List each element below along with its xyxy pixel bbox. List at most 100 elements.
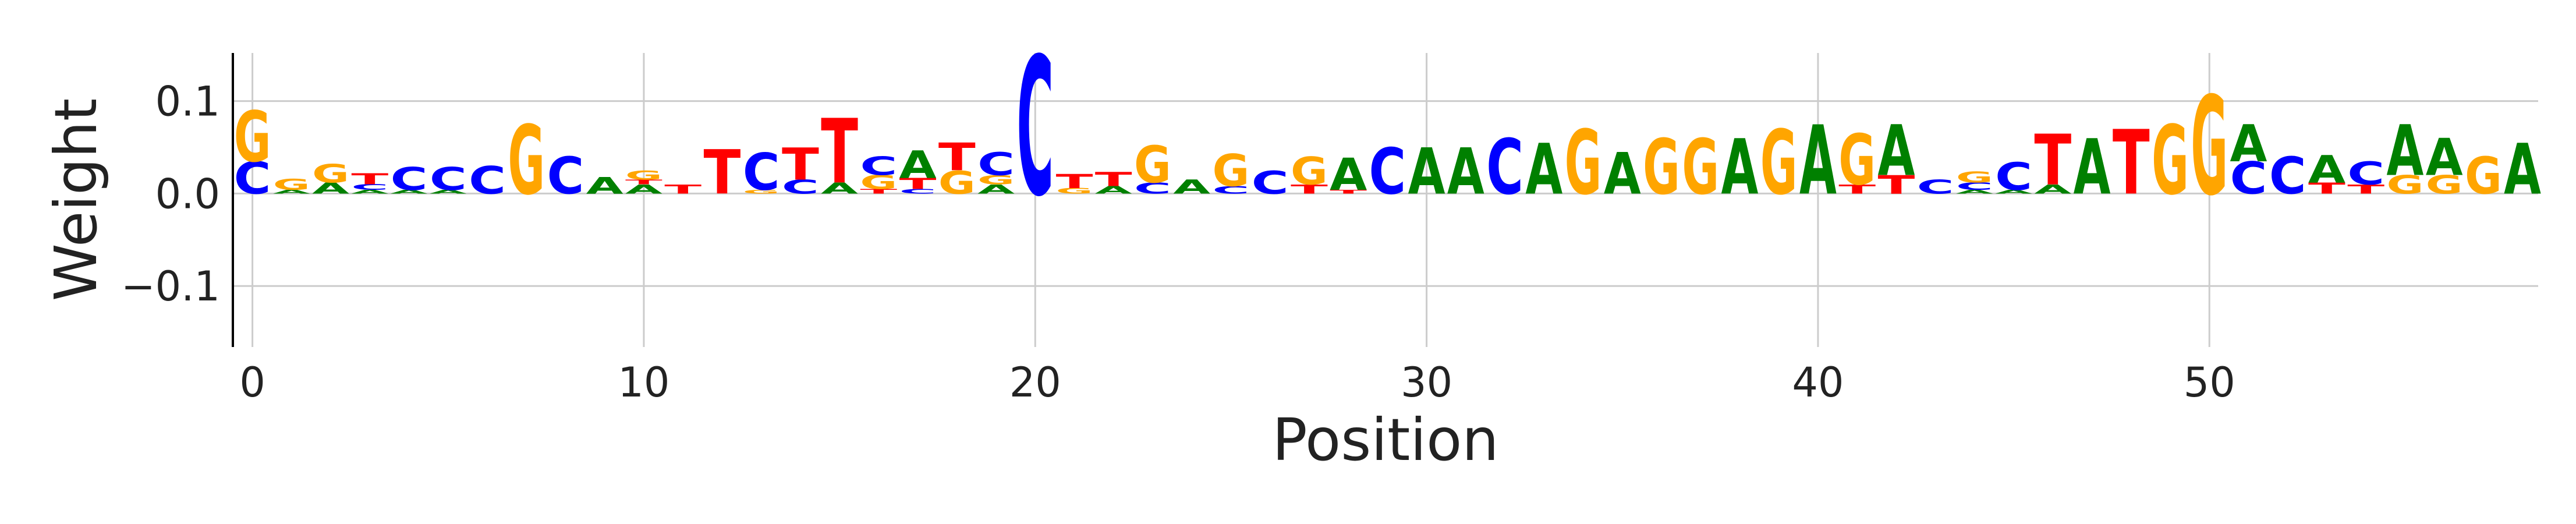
logo-letter: A	[2074, 123, 2111, 211]
logo-letter: C	[1134, 179, 1171, 197]
logo-letter: C	[860, 151, 897, 181]
x-tick-label: 0	[239, 359, 265, 406]
logo-letter: G	[1212, 146, 1249, 197]
logo-letter: A	[977, 182, 1015, 196]
logo-letter: T	[1877, 170, 1915, 200]
logo-letter: T	[1056, 171, 1093, 193]
logo-letter: A	[1604, 141, 1641, 207]
y-tick-label: 0.0	[155, 170, 220, 218]
logo-letter: T	[782, 139, 819, 190]
logo-letter: C	[1369, 135, 1406, 208]
logo-letter: A	[351, 189, 388, 194]
logo-letter: T	[1095, 169, 1132, 191]
logo-letter: C	[430, 161, 467, 198]
x-axis-label: Position	[1272, 406, 1498, 474]
logo-letter: G	[2465, 147, 2502, 206]
logo-letter: G	[2386, 170, 2423, 200]
logo-letter: G	[1956, 168, 1993, 186]
logo-letter: C	[2347, 155, 2384, 192]
logo-letter: G	[625, 168, 662, 182]
x-tick-label: 10	[618, 359, 669, 406]
logo-letter: G	[312, 159, 349, 189]
logo-letter: A	[1173, 176, 1210, 198]
logo-letter: A	[2034, 182, 2071, 196]
logo-letter: A	[1447, 135, 1484, 208]
logo-letter: A	[1877, 111, 1915, 192]
logo-letter: T	[1291, 182, 1328, 196]
logo-letter: C	[1016, 17, 1054, 239]
logo-letter: A	[1330, 149, 1367, 200]
logo-letter: A	[1721, 123, 1759, 211]
logo-letter: A	[586, 173, 623, 199]
logo-letter: G	[743, 189, 780, 194]
logo-letter: A	[430, 189, 467, 194]
logo-letter: C	[391, 161, 428, 198]
logo-letter: T	[1330, 189, 1367, 194]
logo-letter: G	[2191, 69, 2228, 226]
logo-letter: A	[2386, 111, 2423, 192]
logo-letter: T	[2034, 120, 2071, 201]
logo-letter: T	[2113, 111, 2150, 215]
logo-letter: G	[1682, 123, 1719, 211]
logo-letter: A	[2308, 148, 2345, 192]
logo-letter: C	[469, 159, 506, 203]
logo-letter: A	[2504, 129, 2541, 210]
logo-letter: A	[2230, 114, 2267, 173]
logo-letter: A	[1525, 129, 1562, 210]
logo-letter: T	[2308, 179, 2345, 197]
logo-letter: C	[977, 146, 1015, 183]
logo-letter: C	[743, 143, 780, 202]
logo-letter: T	[664, 182, 701, 196]
logo-letter: G	[2152, 106, 2189, 217]
y-tick-label: 0.1	[155, 78, 220, 126]
logo-letter: A	[273, 189, 310, 194]
logo-letter: T	[703, 138, 740, 208]
logo-letter: G	[1291, 150, 1328, 194]
logo-letter: G	[2426, 170, 2463, 200]
logo-letter: T	[351, 170, 388, 188]
x-tick-label: 20	[1009, 359, 1061, 406]
logo-letter: T	[1838, 182, 1876, 196]
logo-letter: A	[312, 179, 349, 197]
logo-letter: G	[234, 97, 271, 178]
logo-letter: C	[1252, 165, 1289, 201]
logo-letter: C	[234, 153, 271, 204]
logo-letter: A	[1799, 106, 1837, 217]
logo-letter: C	[547, 147, 584, 206]
logo-letter: G	[938, 165, 976, 201]
logo-letter: C	[899, 187, 937, 195]
logo-letter: T	[899, 175, 937, 193]
logo-letter: T	[2347, 182, 2384, 196]
y-axis-label: Weight	[42, 98, 110, 301]
logo-letter: C	[2269, 147, 2306, 206]
logo-letter: G	[1643, 123, 1680, 211]
logo-letter: A	[1956, 189, 1993, 194]
logo-letter: C	[1995, 155, 2032, 199]
logo-letter: C	[1486, 123, 1523, 211]
x-tick-label: 40	[1792, 359, 1844, 406]
logo-letter: A	[625, 182, 662, 196]
x-tick-label: 30	[1401, 359, 1452, 406]
x-tick-label: 50	[2184, 359, 2235, 406]
logo-letter: T	[860, 187, 897, 195]
logo-letter: C	[351, 183, 388, 192]
logo-letter: G	[1760, 111, 1798, 215]
logo-letter: C	[1917, 176, 1954, 198]
logo-letter: A	[899, 143, 937, 187]
logo-letter: C	[2230, 153, 2267, 204]
logo-letter: C	[1212, 184, 1249, 196]
logo-letter: G	[1134, 136, 1171, 194]
logo-letter: A	[821, 179, 858, 197]
logo-letter: G	[508, 106, 545, 217]
logo-letter: C	[1956, 180, 1993, 192]
logo-letter: G	[860, 172, 897, 194]
logo-letter: T	[821, 100, 858, 204]
logo-letter: A	[1095, 184, 1132, 196]
logo-letter: G	[1838, 120, 1876, 201]
logo-letter: A	[391, 189, 428, 194]
logo-letter: G	[977, 172, 1015, 187]
logo-letter: C	[782, 176, 819, 198]
logo-letter: G	[1056, 186, 1093, 195]
logo-letter: G	[1565, 111, 1602, 215]
